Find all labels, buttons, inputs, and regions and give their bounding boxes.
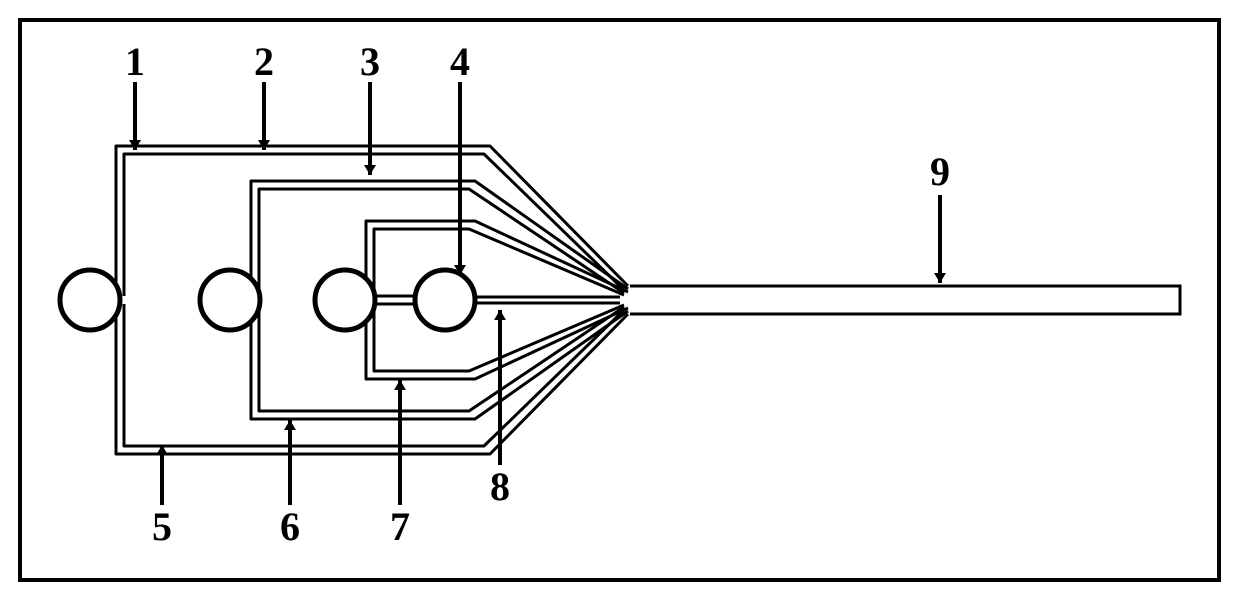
callout-label-5: 5	[152, 504, 172, 549]
callout-label-1: 1	[125, 39, 145, 84]
port-circle-1	[60, 270, 120, 330]
callout-label-3: 3	[360, 39, 380, 84]
callout-label-4: 4	[450, 39, 470, 84]
port-circle-4	[415, 270, 475, 330]
diagram-canvas: 1 2 3 4 9 5 6 7 8	[0, 0, 1239, 600]
port-circle-3	[315, 270, 375, 330]
callout-label-8: 8	[490, 464, 510, 509]
callout-label-9: 9	[930, 149, 950, 194]
callout-label-7: 7	[390, 504, 410, 549]
callout-label-2: 2	[254, 39, 274, 84]
port-circle-2	[200, 270, 260, 330]
callout-label-6: 6	[280, 504, 300, 549]
